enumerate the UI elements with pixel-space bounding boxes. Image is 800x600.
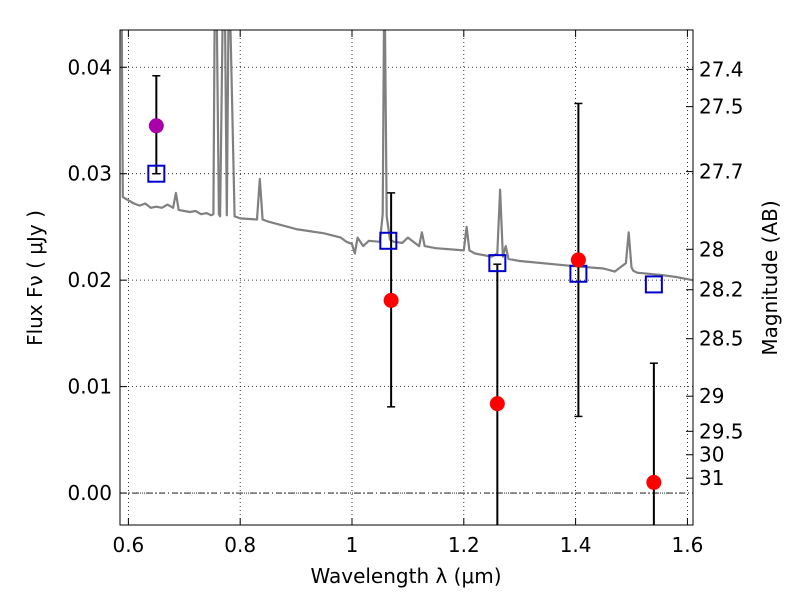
x-axis-label: Wavelength λ (μm) — [310, 564, 501, 588]
grid — [120, 30, 693, 525]
model-photometry-point — [147, 164, 166, 183]
magnitude-tick-label: 31 — [699, 466, 724, 490]
plot-area — [120, 30, 693, 525]
x-tick-label: 1.6 — [672, 533, 704, 557]
magnitude-tick-label: 28 — [699, 237, 724, 261]
observed-flux-point — [148, 118, 164, 134]
y-axis-label: Flux Fν ( μJy ) — [23, 210, 47, 346]
magnitude-tick-label: 29.5 — [699, 419, 744, 443]
x-tick-label: 1 — [346, 533, 359, 557]
magnitude-tick-label: 27.7 — [699, 160, 744, 184]
y-tick-label: 0.04 — [67, 55, 112, 79]
x-tick-label: 1.2 — [448, 533, 480, 557]
magnitude-tick-label: 28.5 — [699, 327, 744, 351]
observed-flux-point — [570, 252, 586, 268]
y-tick-label: 0.01 — [67, 375, 112, 399]
magnitude-tick-label: 27.4 — [699, 57, 744, 81]
x-tick-label: 1.4 — [560, 533, 592, 557]
magnitude-tick-label: 27.5 — [699, 95, 744, 119]
magnitude-axis-label: Magnitude (AB) — [758, 200, 782, 355]
model-photometry-point — [379, 231, 398, 250]
magnitude-tick-label: 29 — [699, 384, 724, 408]
plot-frame — [119, 29, 694, 526]
model-photometry-point — [644, 275, 663, 294]
x-tick-label: 0.6 — [112, 533, 144, 557]
observed-flux-point — [489, 396, 505, 412]
magnitude-tick-label: 28.2 — [699, 278, 744, 302]
y-tick-label: 0.00 — [67, 481, 112, 505]
x-tick-label: 0.8 — [224, 533, 256, 557]
observed-flux-point — [646, 474, 662, 490]
axes: 0.6 0.8 1 1.2 1.4 1.6 0.00 0.01 0.02 0.03 0.04 27.4… — [67, 30, 744, 557]
magnitude-tick-label: 30 — [699, 443, 724, 467]
model-spectrum-line — [120, 30, 693, 282]
y-tick-label: 0.03 — [67, 162, 112, 186]
observed-flux-point — [383, 292, 399, 308]
y-tick-label: 0.02 — [67, 268, 112, 292]
model-photometry-point — [488, 254, 507, 273]
